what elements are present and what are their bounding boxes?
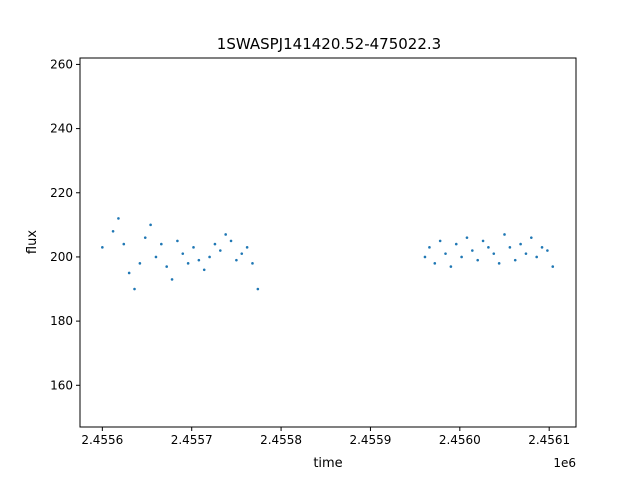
data-point <box>224 233 227 236</box>
data-point <box>481 239 485 243</box>
data-point <box>465 236 469 239</box>
x-axis: 2.4556 2.4557 2.4558 2.4559 2.4560 2.4561 <box>81 427 570 447</box>
data-point <box>154 255 158 259</box>
data-point <box>101 246 104 249</box>
data-point <box>197 258 201 262</box>
data-point <box>460 255 463 259</box>
data-point <box>176 239 179 243</box>
data-point <box>186 262 190 265</box>
y-tick-label: 200 <box>50 250 73 264</box>
x-axis-offset-label: 1e6 <box>553 456 576 470</box>
data-point <box>540 246 544 249</box>
data-point <box>535 255 538 259</box>
data-point <box>492 252 496 256</box>
data-point <box>503 233 506 236</box>
data-point <box>476 258 479 262</box>
data-point <box>245 246 249 249</box>
data-point <box>149 223 152 227</box>
data-point <box>551 265 555 268</box>
data-point <box>127 271 131 275</box>
x-tick-label: 2.4561 <box>528 433 570 447</box>
plot-frame <box>79 57 577 428</box>
data-point <box>213 242 217 246</box>
data-point <box>519 242 522 246</box>
data-point <box>251 262 254 265</box>
data-point <box>449 265 453 268</box>
x-tick-label: 2.4560 <box>439 433 481 447</box>
x-tick-label: 2.4559 <box>349 433 391 447</box>
x-axis-title: time <box>313 456 342 471</box>
y-axis-title: flux <box>25 230 40 254</box>
data-point <box>165 265 168 268</box>
data-point <box>471 249 474 252</box>
y-tick-label: 160 <box>50 378 73 392</box>
data-points <box>101 217 555 291</box>
data-point <box>256 287 260 291</box>
data-point <box>235 258 238 262</box>
x-tick-label: 2.4557 <box>171 433 213 447</box>
data-point <box>208 255 211 259</box>
data-point <box>438 239 442 243</box>
data-point <box>444 252 447 256</box>
data-point <box>138 262 142 265</box>
data-point <box>111 229 115 233</box>
data-point <box>143 236 147 239</box>
data-point <box>192 246 195 249</box>
y-tick-label: 220 <box>50 186 73 200</box>
data-point <box>546 249 549 252</box>
data-point <box>181 252 185 256</box>
data-point <box>508 246 512 249</box>
data-point <box>229 239 233 243</box>
y-tick-label: 260 <box>50 57 73 71</box>
data-point <box>117 217 120 220</box>
data-point <box>524 252 528 256</box>
x-tick-label: 2.4556 <box>81 433 123 447</box>
data-point <box>497 262 501 265</box>
data-point <box>219 249 222 252</box>
data-point <box>530 236 533 239</box>
data-point <box>122 242 126 246</box>
data-point <box>133 287 136 291</box>
data-point <box>513 258 517 262</box>
y-tick-label: 180 <box>50 314 73 328</box>
data-point <box>433 262 437 265</box>
y-axis: 160 180 200 220 240 260 <box>50 57 80 392</box>
data-point <box>428 246 431 249</box>
data-point <box>423 255 427 259</box>
data-point <box>160 242 163 246</box>
chart-title: 1SWASPJ141420.52-475022.3 <box>217 35 441 53</box>
data-point <box>170 278 174 281</box>
data-point <box>202 268 206 272</box>
data-point <box>487 246 490 249</box>
data-point <box>454 242 458 246</box>
x-tick-label: 2.4558 <box>260 433 302 447</box>
y-tick-label: 240 <box>50 122 73 136</box>
data-point <box>240 252 244 256</box>
